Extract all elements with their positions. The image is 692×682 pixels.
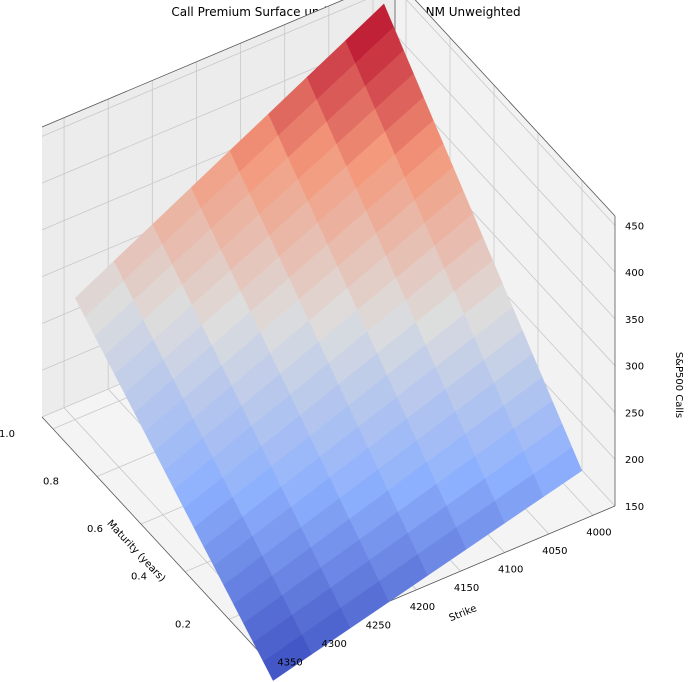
z-tick-label: 450	[625, 221, 644, 232]
gridline-z	[41, 0, 367, 137]
y-axis-line	[41, 416, 263, 656]
surface-mesh	[74, 3, 583, 681]
z-tick-label: 200	[625, 455, 644, 466]
gridline-z	[394, 33, 616, 273]
z-tick-label: 300	[625, 362, 644, 373]
gridline-z	[406, 0, 616, 226]
y-tick-label: 0.8	[43, 477, 59, 488]
tick-labels: 4000 4050 4100 4150 4200 4250 4300 4350 0.2 0.4 0.…	[0, 221, 644, 668]
x-tick-label: 4350	[277, 658, 302, 669]
pane-edge	[41, 0, 344, 128]
z-axis-label: S&P500 Calls	[673, 352, 684, 418]
y-tick-label: 0.4	[131, 572, 147, 583]
x-tick-label: 4000	[586, 527, 611, 538]
z-tick-label: 250	[625, 408, 644, 419]
y-tick-label: 0.6	[87, 524, 103, 535]
x-tick-label: 4100	[498, 565, 523, 576]
surface-cell	[262, 634, 312, 681]
pane-edge	[414, 0, 616, 217]
x-tick-label: 4200	[410, 602, 435, 613]
z-tick-label: 150	[625, 502, 644, 513]
z-tick-label: 350	[625, 315, 644, 326]
x-axis-label: Strike	[448, 603, 479, 624]
x-tick-label: 4300	[321, 639, 346, 650]
y-tick-label: 1.0	[0, 429, 15, 440]
z-tick-label: 400	[625, 268, 644, 279]
x-tick-label: 4250	[366, 620, 391, 631]
y-tick-label: 0.2	[175, 619, 191, 630]
x-tick-label: 4150	[454, 583, 479, 594]
x-tick-label: 4050	[542, 546, 567, 557]
